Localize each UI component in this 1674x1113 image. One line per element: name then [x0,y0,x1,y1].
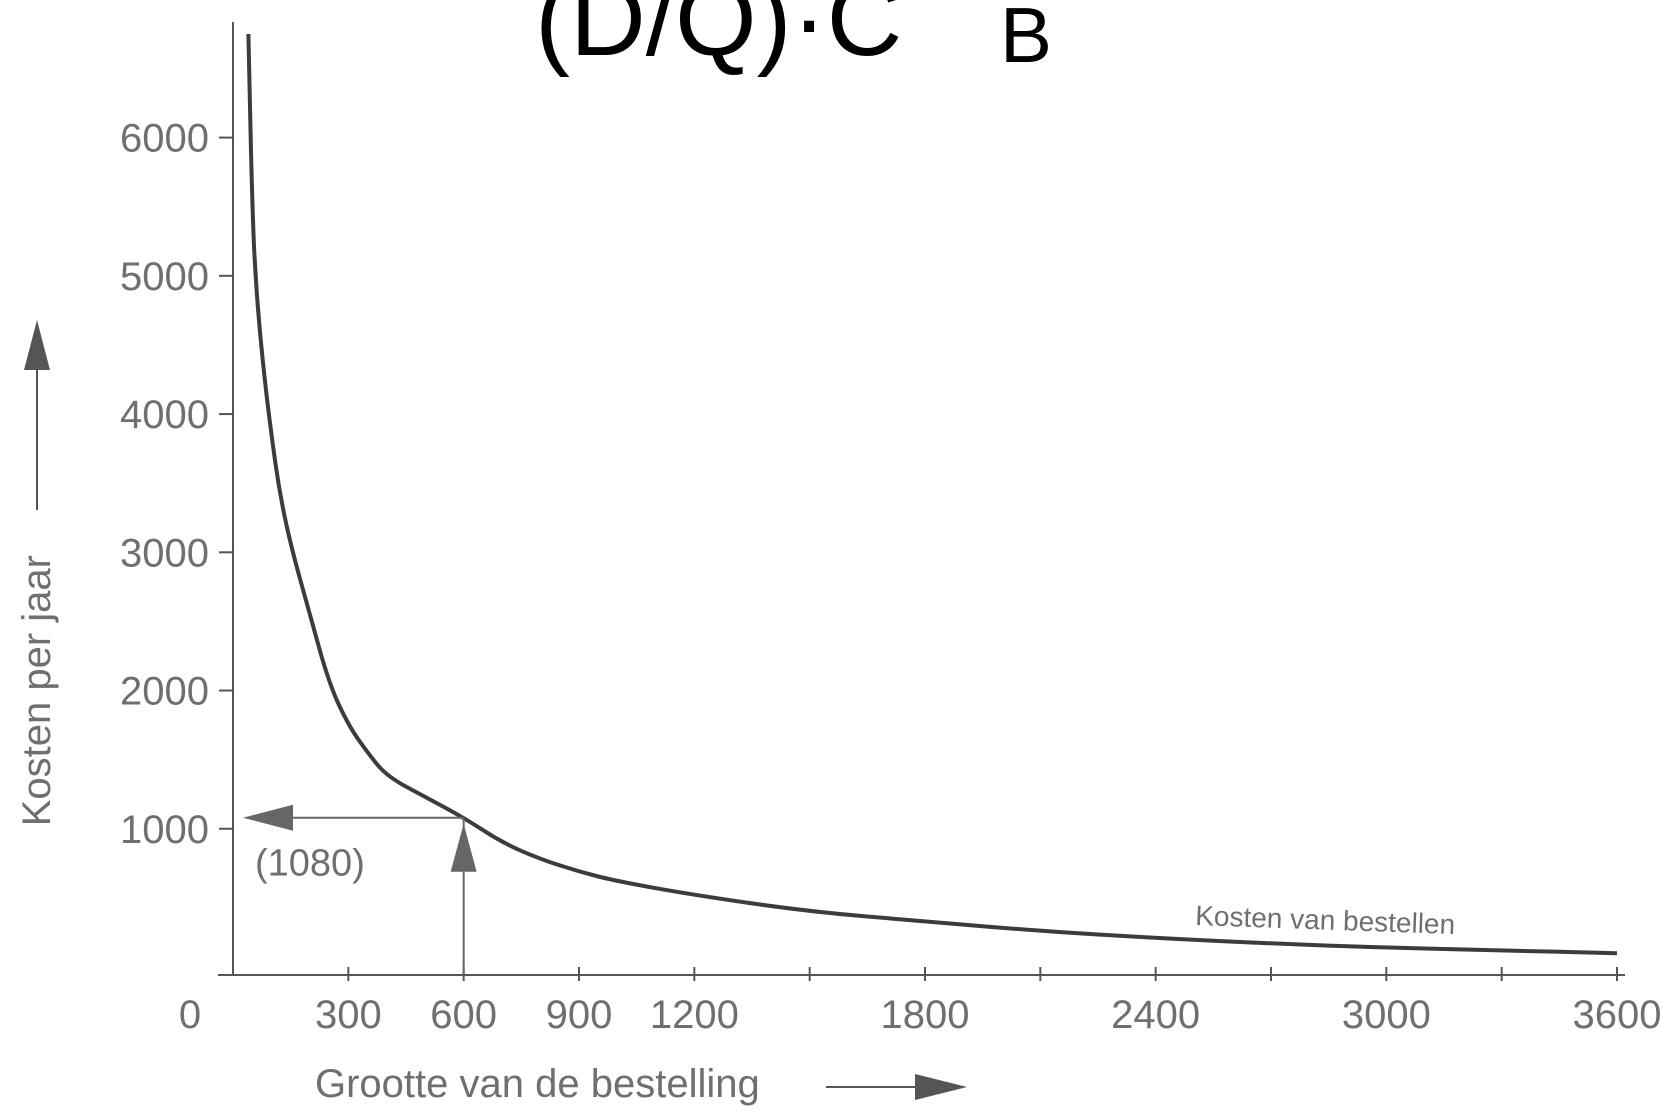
y-tick-label: 2000 [120,670,209,714]
y-axis-arrow-icon [24,320,50,510]
x-tick-label: 900 [546,993,613,1037]
x-tick-label: 3600 [1573,993,1662,1037]
y-tick-label: 6000 [120,117,209,161]
x-tick-label: 2400 [1111,993,1200,1037]
value-annotation: (1080) [255,843,365,885]
y-arrow-head [24,320,50,370]
formula-main: (D/Q)·C [535,0,902,78]
guide-group [243,804,477,975]
y-tick-label: 5000 [120,255,209,299]
y-tick-label: 3000 [120,531,209,575]
left-arrow-icon [243,804,293,831]
axes [218,22,1625,976]
y-tick-label: 1000 [120,808,209,852]
up-arrow-icon [450,823,477,872]
y-tick-label: 4000 [120,393,209,437]
tick-group: 1000 2000 3000 4000 5000 6000 0 300 600 900 1200 18… [120,117,1661,1037]
formula-title: (D/Q)·C B [535,0,1052,79]
x-axis-label: Grootte van de bestelling [315,1062,760,1106]
formula-subscript: B [1000,0,1052,79]
series-label: Kosten van bestellen [1195,900,1456,940]
x-arrow-head [915,1074,967,1100]
x-tick-label: 3000 [1342,993,1431,1037]
x-tick-label: 300 [315,993,382,1037]
series-line [246,33,1618,956]
y-axis-label: Kosten per jaar [15,555,59,826]
x-tick-label: 0 [179,993,201,1037]
series-group [246,33,1618,956]
x-tick-label: 600 [430,993,497,1037]
x-axis-arrow-icon [826,1074,967,1100]
x-tick-label: 1200 [650,993,739,1037]
x-tick-label: 1800 [881,993,970,1037]
